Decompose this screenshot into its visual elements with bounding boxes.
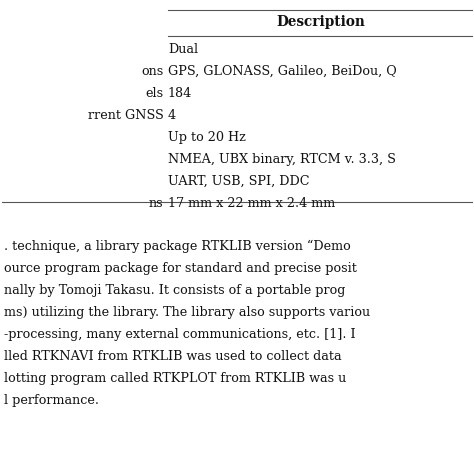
- Text: ons: ons: [141, 65, 163, 78]
- Text: 17 mm x 22 mm x 2.4 mm: 17 mm x 22 mm x 2.4 mm: [168, 197, 335, 210]
- Text: els: els: [145, 87, 163, 100]
- Text: ms) utilizing the library. The library also supports variou: ms) utilizing the library. The library a…: [4, 306, 370, 319]
- Text: lled RTKNAVI from RTKLIB was used to collect data: lled RTKNAVI from RTKLIB was used to col…: [4, 350, 342, 363]
- Text: 4: 4: [168, 109, 176, 122]
- Text: ource program package for standard and precise posit: ource program package for standard and p…: [4, 262, 357, 275]
- Text: l performance.: l performance.: [4, 394, 99, 407]
- Text: Dual: Dual: [168, 43, 198, 56]
- Text: Description: Description: [277, 15, 365, 29]
- Text: NMEA, UBX binary, RTCM v. 3.3, S: NMEA, UBX binary, RTCM v. 3.3, S: [168, 153, 396, 166]
- Text: GPS, GLONASS, Galileo, BeiDou, Q: GPS, GLONASS, Galileo, BeiDou, Q: [168, 65, 397, 78]
- Text: 184: 184: [168, 87, 192, 100]
- Text: ns: ns: [149, 197, 163, 210]
- Text: . technique, a library package RTKLIB version “Demo: . technique, a library package RTKLIB ve…: [4, 240, 351, 253]
- Text: nally by Tomoji Takasu. It consists of a portable prog: nally by Tomoji Takasu. It consists of a…: [4, 284, 346, 297]
- Text: Up to 20 Hz: Up to 20 Hz: [168, 131, 246, 144]
- Text: lotting program called RTKPLOT from RTKLIB was u: lotting program called RTKPLOT from RTKL…: [4, 372, 346, 385]
- Text: -processing, many external communications, etc. [1]. I: -processing, many external communication…: [4, 328, 355, 341]
- Text: rrent GNSS: rrent GNSS: [88, 109, 163, 122]
- Text: UART, USB, SPI, DDC: UART, USB, SPI, DDC: [168, 175, 310, 188]
